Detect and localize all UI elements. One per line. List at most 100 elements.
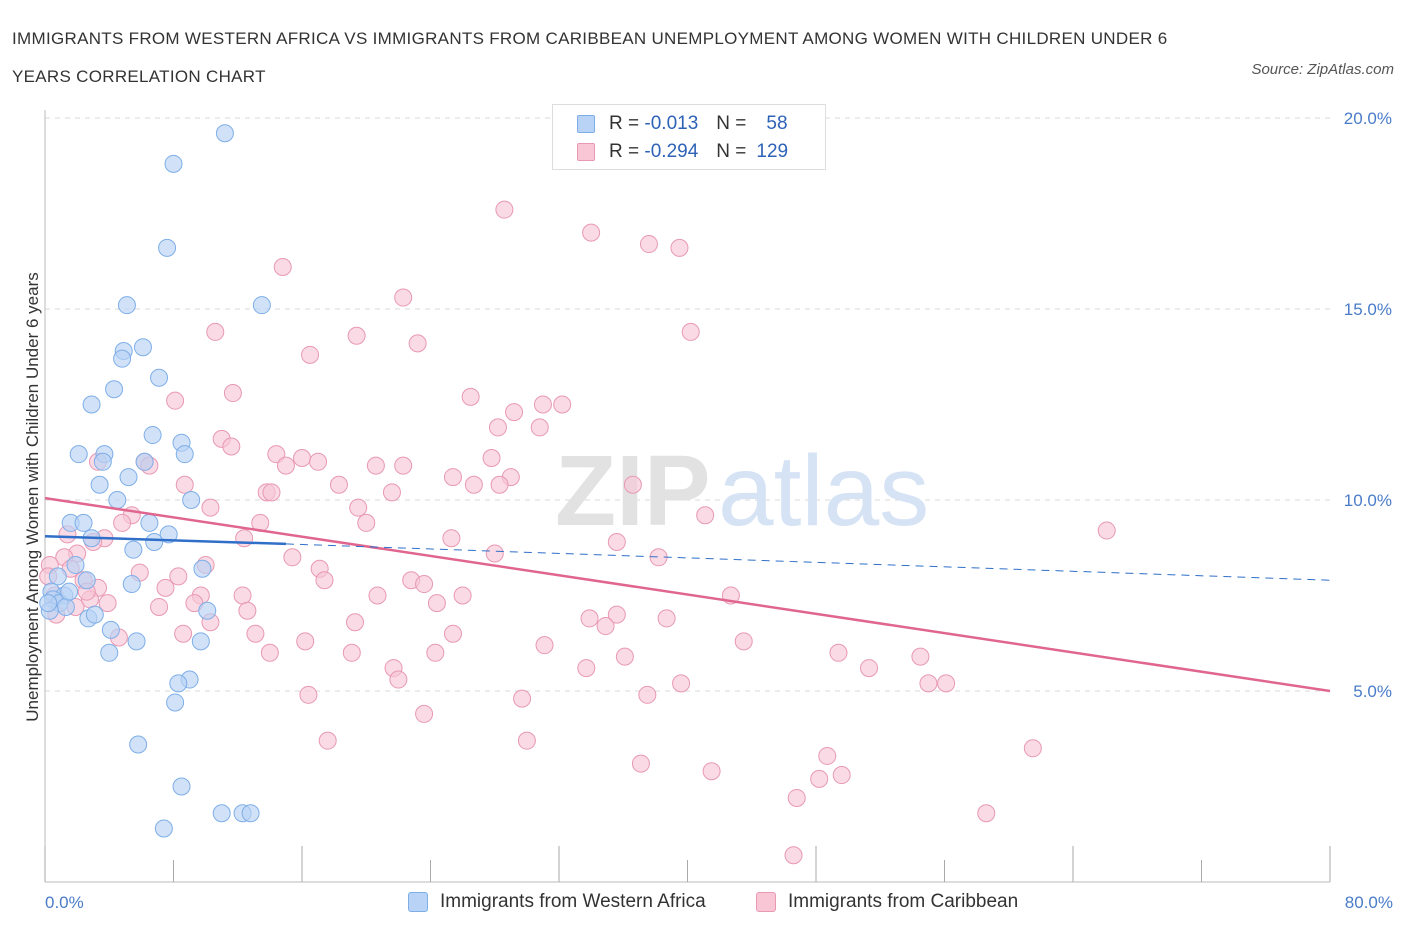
point-western-africa[interactable] — [56, 597, 75, 616]
point-caribbean[interactable] — [347, 326, 366, 345]
point-western-africa[interactable] — [198, 601, 217, 620]
point-caribbean[interactable] — [222, 437, 241, 456]
point-caribbean[interactable] — [464, 475, 483, 494]
point-caribbean[interactable] — [357, 513, 376, 532]
point-caribbean[interactable] — [233, 586, 252, 605]
point-caribbean[interactable] — [672, 674, 691, 693]
point-western-africa[interactable] — [252, 296, 271, 315]
point-caribbean[interactable] — [98, 594, 117, 613]
point-western-africa[interactable] — [212, 804, 231, 823]
point-caribbean[interactable] — [784, 846, 803, 865]
point-caribbean[interactable] — [860, 659, 879, 678]
point-caribbean[interactable] — [394, 456, 413, 475]
point-western-africa[interactable] — [129, 735, 148, 754]
point-caribbean[interactable] — [346, 613, 365, 632]
point-caribbean[interactable] — [453, 586, 472, 605]
point-caribbean[interactable] — [442, 529, 461, 548]
point-caribbean[interactable] — [315, 571, 334, 590]
point-caribbean[interactable] — [415, 575, 434, 594]
point-western-africa[interactable] — [82, 395, 101, 414]
point-western-africa[interactable] — [241, 804, 260, 823]
point-caribbean[interactable] — [293, 448, 311, 467]
point-caribbean[interactable] — [490, 475, 509, 494]
point-western-africa[interactable] — [133, 338, 152, 357]
point-western-africa[interactable] — [154, 819, 173, 838]
point-western-africa[interactable] — [105, 380, 124, 399]
point-caribbean[interactable] — [175, 475, 194, 494]
point-caribbean[interactable] — [174, 624, 193, 643]
point-western-africa[interactable] — [215, 124, 234, 143]
point-caribbean[interactable] — [517, 731, 536, 750]
point-caribbean[interactable] — [283, 548, 302, 567]
point-caribbean[interactable] — [443, 468, 462, 487]
point-western-africa[interactable] — [69, 445, 88, 464]
point-caribbean[interactable] — [329, 475, 348, 494]
point-caribbean[interactable] — [1023, 739, 1042, 758]
point-caribbean[interactable] — [150, 597, 169, 616]
point-western-africa[interactable] — [172, 777, 191, 796]
point-western-africa[interactable] — [39, 594, 58, 613]
point-caribbean[interactable] — [461, 387, 480, 406]
point-western-africa[interactable] — [100, 643, 119, 662]
point-western-africa[interactable] — [193, 559, 212, 578]
legend-item-western-africa[interactable]: Immigrants from Western Africa — [408, 888, 706, 916]
point-caribbean[interactable] — [482, 448, 501, 467]
point-western-africa[interactable] — [191, 632, 210, 651]
point-caribbean[interactable] — [235, 529, 254, 548]
point-western-africa[interactable] — [122, 575, 141, 594]
point-caribbean[interactable] — [276, 456, 295, 475]
point-caribbean[interactable] — [262, 483, 281, 502]
point-western-africa[interactable] — [159, 525, 178, 544]
point-caribbean[interactable] — [657, 609, 676, 628]
point-western-africa[interactable] — [117, 296, 136, 315]
point-caribbean[interactable] — [415, 704, 434, 723]
point-caribbean[interactable] — [246, 624, 265, 643]
point-caribbean[interactable] — [342, 643, 361, 662]
point-caribbean[interactable] — [296, 632, 315, 651]
point-western-africa[interactable] — [66, 555, 85, 574]
point-caribbean[interactable] — [426, 643, 445, 662]
point-caribbean[interactable] — [113, 513, 132, 532]
point-caribbean[interactable] — [206, 322, 225, 341]
point-western-africa[interactable] — [175, 445, 194, 464]
point-caribbean[interactable] — [394, 288, 413, 307]
point-caribbean[interactable] — [169, 567, 188, 586]
point-western-africa[interactable] — [74, 513, 93, 532]
point-caribbean[interactable] — [260, 643, 279, 662]
point-caribbean[interactable] — [553, 395, 572, 414]
point-western-africa[interactable] — [150, 368, 169, 387]
point-western-africa[interactable] — [166, 693, 185, 712]
point-caribbean[interactable] — [382, 483, 401, 502]
point-caribbean[interactable] — [696, 506, 715, 525]
point-caribbean[interactable] — [267, 445, 286, 464]
point-caribbean[interactable] — [427, 594, 446, 613]
point-caribbean[interactable] — [513, 689, 532, 708]
point-caribbean[interactable] — [273, 257, 292, 276]
point-caribbean[interactable] — [829, 643, 848, 662]
point-caribbean[interactable] — [368, 586, 387, 605]
point-western-africa[interactable] — [60, 582, 79, 601]
point-western-africa[interactable] — [127, 632, 146, 651]
point-caribbean[interactable] — [937, 674, 956, 693]
point-caribbean[interactable] — [607, 605, 626, 624]
point-western-africa[interactable] — [169, 674, 188, 693]
point-caribbean[interactable] — [366, 456, 385, 475]
point-western-africa[interactable] — [140, 513, 159, 532]
point-caribbean[interactable] — [607, 533, 626, 552]
point-western-africa[interactable] — [164, 154, 183, 173]
point-caribbean[interactable] — [977, 804, 996, 823]
point-caribbean[interactable] — [638, 685, 657, 704]
point-caribbean[interactable] — [577, 659, 596, 678]
point-caribbean[interactable] — [615, 647, 634, 666]
point-caribbean[interactable] — [488, 418, 507, 437]
point-caribbean[interactable] — [156, 578, 175, 597]
point-caribbean[interactable] — [505, 403, 524, 422]
point-caribbean[interactable] — [596, 617, 615, 636]
point-caribbean[interactable] — [582, 223, 601, 242]
point-western-africa[interactable] — [93, 452, 112, 471]
point-caribbean[interactable] — [535, 636, 554, 655]
point-caribbean[interactable] — [389, 670, 408, 689]
point-caribbean[interactable] — [919, 674, 938, 693]
point-caribbean[interactable] — [832, 766, 851, 785]
point-caribbean[interactable] — [810, 769, 829, 788]
